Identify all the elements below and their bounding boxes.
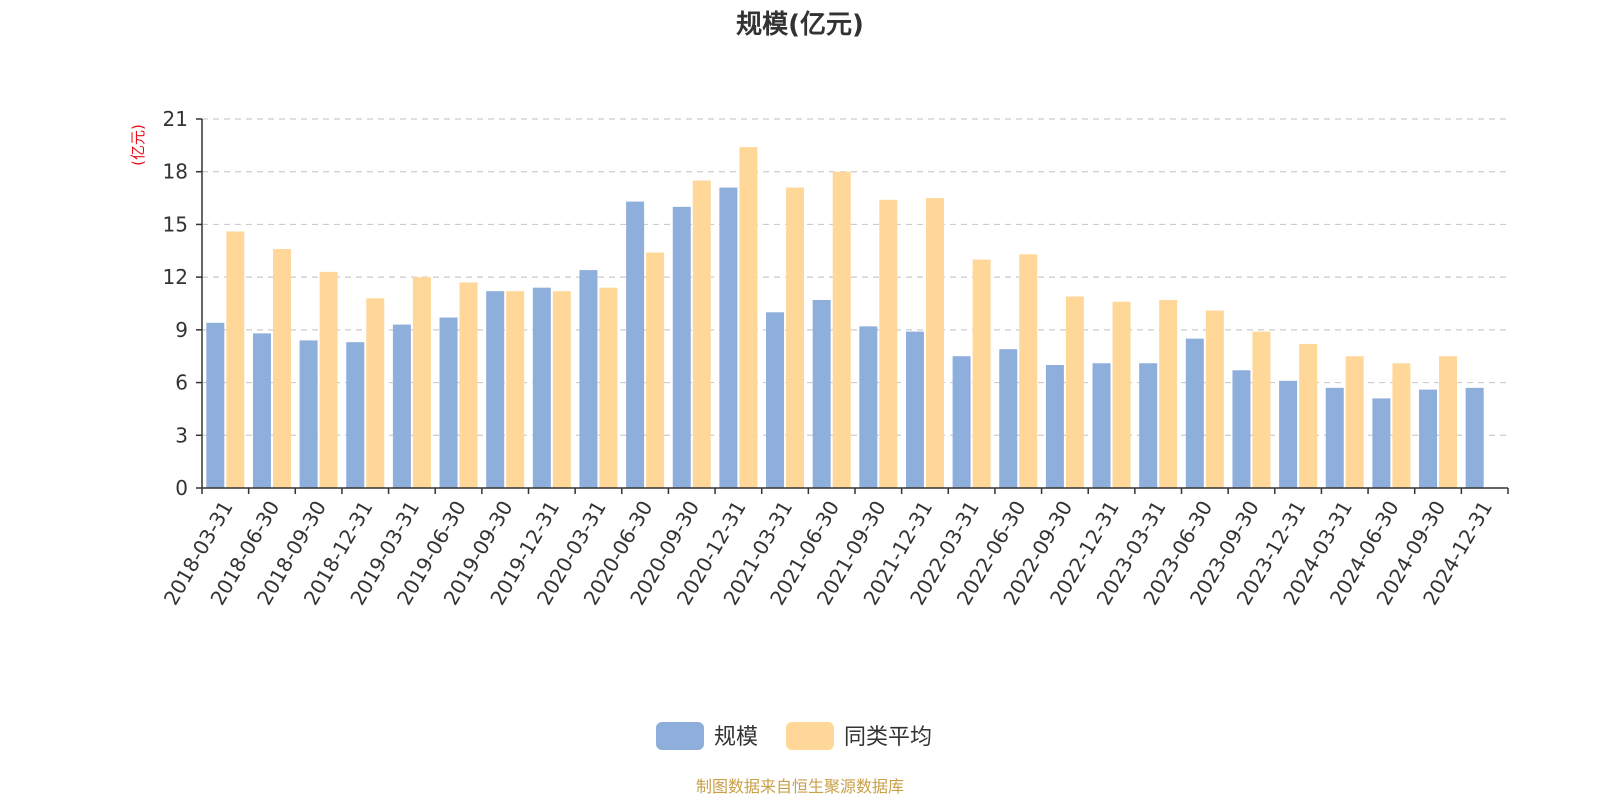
bar-guimo[interactable]: [1325, 387, 1344, 488]
bar-tonglei-pingjun[interactable]: [692, 180, 711, 489]
bar-tonglei-pingjun[interactable]: [1019, 254, 1038, 488]
bar-tonglei-pingjun[interactable]: [1299, 343, 1318, 488]
bar-guimo[interactable]: [952, 356, 971, 488]
bar-tonglei-pingjun[interactable]: [972, 259, 991, 488]
bar-guimo[interactable]: [766, 312, 785, 488]
bar-guimo[interactable]: [299, 340, 318, 488]
legend[interactable]: 规模 同类平均: [656, 722, 932, 750]
bar-tonglei-pingjun[interactable]: [412, 277, 431, 488]
y-tick-label: 3: [175, 423, 188, 447]
grid-lines: [202, 118, 1508, 436]
bar-tonglei-pingjun[interactable]: [1112, 301, 1131, 488]
bar-tonglei-pingjun[interactable]: [1439, 356, 1458, 488]
bars: [206, 147, 1484, 489]
bar-tonglei-pingjun[interactable]: [1205, 310, 1224, 488]
y-tick-label: 21: [163, 107, 188, 131]
bar-tonglei-pingjun[interactable]: [599, 287, 618, 488]
y-tick-label: 6: [175, 371, 188, 395]
bar-tonglei-pingjun[interactable]: [459, 282, 478, 488]
bar-guimo[interactable]: [392, 324, 411, 488]
bar-tonglei-pingjun[interactable]: [366, 298, 385, 488]
bar-tonglei-pingjun[interactable]: [739, 147, 758, 488]
chart-title: 规模(亿元): [736, 10, 864, 40]
bar-guimo[interactable]: [1465, 387, 1484, 488]
legend-label[interactable]: 规模: [714, 725, 758, 750]
y-tick-label: 12: [163, 265, 188, 289]
bar-tonglei-pingjun[interactable]: [646, 252, 665, 488]
bar-tonglei-pingjun[interactable]: [786, 187, 805, 488]
bar-guimo[interactable]: [1372, 398, 1391, 488]
bar-guimo[interactable]: [859, 326, 878, 488]
legend-swatch[interactable]: [786, 722, 834, 750]
bar-guimo[interactable]: [626, 201, 645, 489]
bar-tonglei-pingjun[interactable]: [272, 249, 291, 488]
bar-tonglei-pingjun[interactable]: [1392, 363, 1411, 488]
bar-tonglei-pingjun[interactable]: [1159, 299, 1178, 488]
bar-guimo[interactable]: [999, 349, 1018, 488]
y-axis-unit-label: (亿元): [129, 124, 147, 166]
bar-tonglei-pingjun[interactable]: [879, 199, 898, 489]
bar-tonglei-pingjun[interactable]: [832, 171, 851, 488]
bar-guimo[interactable]: [532, 287, 551, 488]
bar-guimo[interactable]: [672, 206, 691, 488]
bar-tonglei-pingjun[interactable]: [925, 198, 944, 489]
y-tick-label: 0: [175, 476, 188, 500]
bar-tonglei-pingjun[interactable]: [226, 231, 245, 488]
bar-guimo[interactable]: [346, 342, 365, 488]
legend-swatch[interactable]: [656, 722, 704, 750]
bar-guimo[interactable]: [1092, 363, 1111, 488]
y-tick-label: 18: [163, 160, 188, 184]
bar-guimo[interactable]: [486, 291, 505, 488]
y-tick-label: 9: [175, 318, 188, 342]
bar-tonglei-pingjun[interactable]: [552, 291, 571, 488]
bar-guimo[interactable]: [206, 322, 225, 488]
bar-guimo[interactable]: [439, 317, 458, 488]
bar-guimo[interactable]: [579, 270, 598, 488]
bar-guimo[interactable]: [252, 333, 271, 488]
bar-guimo[interactable]: [1045, 365, 1064, 488]
bar-guimo[interactable]: [1232, 370, 1251, 488]
bar-guimo[interactable]: [1279, 380, 1298, 488]
bar-guimo[interactable]: [1139, 363, 1158, 488]
bar-tonglei-pingjun[interactable]: [506, 291, 525, 488]
bar-guimo[interactable]: [719, 187, 738, 488]
bar-guimo[interactable]: [1185, 338, 1204, 488]
bar-tonglei-pingjun[interactable]: [319, 271, 338, 488]
bar-tonglei-pingjun[interactable]: [1345, 356, 1364, 488]
legend-label[interactable]: 同类平均: [844, 725, 932, 750]
data-source-note: 制图数据来自恒生聚源数据库: [696, 777, 904, 796]
bar-tonglei-pingjun[interactable]: [1252, 331, 1271, 488]
y-tick-label: 15: [163, 212, 188, 236]
bar-guimo[interactable]: [905, 331, 924, 488]
bar-guimo[interactable]: [812, 299, 831, 488]
bar-tonglei-pingjun[interactable]: [1065, 296, 1084, 488]
bar-guimo[interactable]: [1419, 389, 1438, 488]
